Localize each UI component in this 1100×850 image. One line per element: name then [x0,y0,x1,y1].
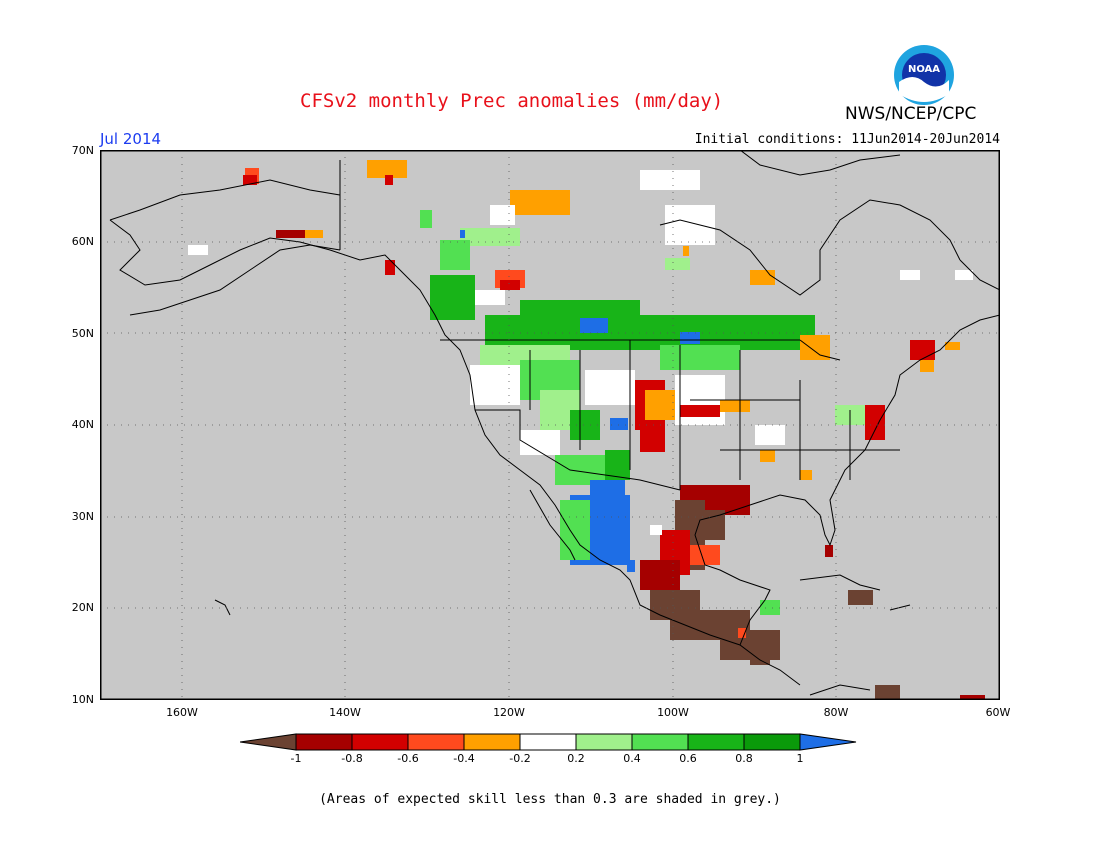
colorbar-segment [631,733,689,751]
noaa-logo-text: NOAA [908,64,940,75]
lat-label: 40N [71,418,94,431]
anomaly-cells [188,160,985,700]
colorbar-segment [407,733,465,751]
lon-label: 80W [823,706,849,719]
precip-anomaly-map [100,150,1000,700]
colorbar-tick-label: -1 [290,752,302,765]
agency-label: NWS/NCEP/CPC [845,104,977,124]
colorbar-tick-label: -0.8 [341,752,363,765]
colorbar-tick-label: 0.6 [679,752,697,765]
initial-conditions: Initial conditions: 11Jun2014-20Jun2014 [694,132,1000,147]
colorbar-tick-label: 0.4 [623,752,641,765]
colorbar-tick-label: -0.4 [453,752,475,765]
lon-label: 120W [493,706,525,719]
skill-note: (Areas of expected skill less than 0.3 a… [319,792,781,807]
colorbar-tick-label: 1 [796,752,804,765]
colorbar-tick-label: 0.2 [567,752,585,765]
forecast-month: Jul 2014 [100,130,162,148]
lon-label: 160W [166,706,198,719]
colorbar-segment [743,733,801,751]
lat-label: 10N [71,693,94,706]
chart-title: CFSv2 monthly Prec anomalies (mm/day) [300,90,724,112]
colorbar-arrow-low [240,733,297,751]
colorbar-segment [463,733,521,751]
colorbar-segment [687,733,745,751]
lat-label: 70N [71,144,94,157]
graticule [100,150,1000,700]
lon-label: 140W [329,706,361,719]
colorbar-segment [295,733,353,751]
colorbar-tick-label: -0.2 [509,752,531,765]
lat-label: 50N [71,327,94,340]
colorbar-tick-label: 0.8 [735,752,753,765]
noaa-logo: NOAA [894,45,954,105]
colorbar-tick-label: -0.6 [397,752,419,765]
colorbar-segment [519,733,577,751]
colorbar-arrow-high [799,733,857,751]
coastlines-and-borders [109,150,1000,696]
lat-label: 20N [71,601,94,614]
colorbar-segment [351,733,409,751]
colorbar-segment [575,733,633,751]
colorbar [240,733,857,751]
lat-label: 30N [71,510,94,523]
map-frame [100,150,1000,700]
lon-label: 60W [985,706,1011,719]
lat-label: 60N [71,235,94,248]
lon-label: 100W [657,706,689,719]
